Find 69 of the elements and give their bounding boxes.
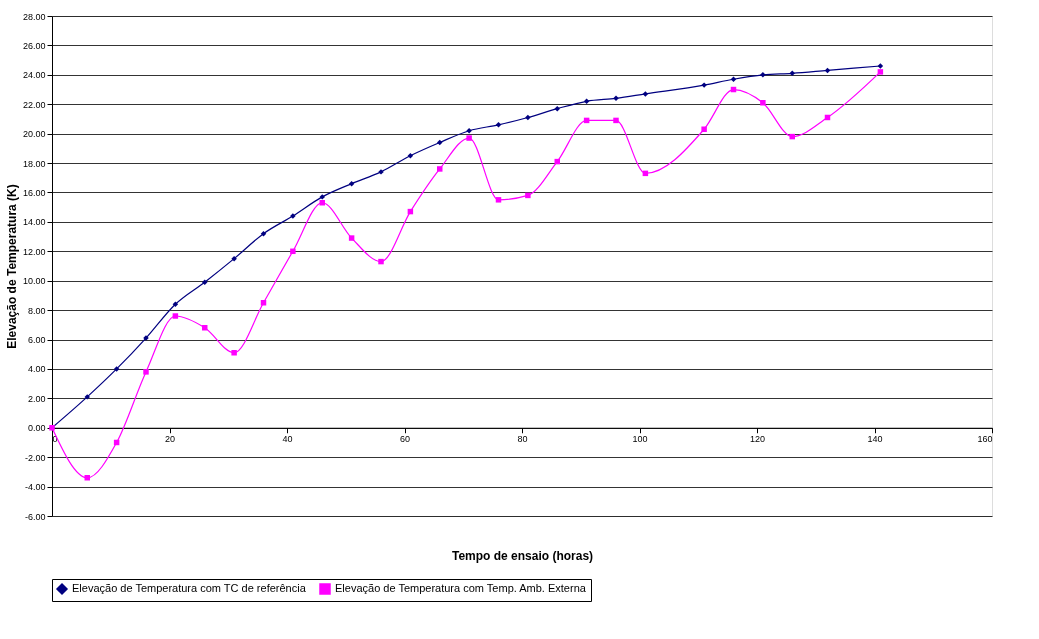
x-tick-label: 40 [282, 434, 293, 445]
point [877, 69, 884, 75]
point [583, 98, 590, 105]
point [113, 366, 120, 372]
y-tick-label: 12.00 [22, 246, 46, 257]
point [202, 279, 208, 285]
y-tick-label: 2.00 [27, 393, 46, 404]
y-axis-title: Elevação de Temperatura (K) [4, 184, 19, 349]
point [407, 152, 414, 159]
x-tick-label: 0 [52, 434, 58, 445]
point [525, 192, 531, 199]
point [260, 300, 267, 306]
point [290, 248, 296, 255]
x-tick-label: 120 [749, 434, 766, 445]
y-tick-label: 6.00 [27, 335, 46, 346]
point [378, 258, 384, 265]
point [348, 235, 355, 241]
point [730, 76, 737, 82]
legend-label: Elevação de Temperatura com Temp. Amb. Externa [335, 582, 587, 594]
point [202, 325, 208, 331]
point [760, 100, 766, 106]
y-tick-label: 4.00 [27, 364, 46, 375]
y-tick-label: 26.00 [22, 40, 46, 51]
x-axis-title: Tempo de ensaio (horas) [451, 548, 594, 563]
y-tick-label: 16.00 [22, 187, 46, 198]
point [231, 350, 237, 356]
point [495, 122, 502, 128]
point [760, 72, 766, 78]
point [466, 127, 472, 134]
y-tick-label: -2.00 [24, 452, 46, 463]
point [466, 135, 472, 141]
point [554, 105, 560, 112]
y-tick-label: 22.00 [22, 99, 46, 110]
point [789, 70, 795, 77]
x-tick-label: 60 [399, 434, 411, 445]
point [877, 63, 884, 69]
x-tick-label: 100 [632, 434, 648, 445]
y-tick-label: -4.00 [24, 482, 46, 493]
point [319, 200, 325, 206]
legend-label: Elevação de Temperatura com TC de referência [72, 582, 307, 594]
point [84, 475, 90, 481]
y-tick-label: 14.00 [22, 217, 46, 228]
point [613, 117, 619, 124]
point [231, 255, 237, 262]
y-tick-label: 28.00 [22, 11, 46, 22]
x-tick-label: 80 [517, 434, 528, 445]
point [525, 114, 531, 121]
y-tick-label: 20.00 [22, 129, 46, 140]
point [172, 313, 179, 319]
point [348, 180, 355, 187]
point [701, 126, 707, 132]
point [319, 194, 325, 200]
point [642, 91, 649, 97]
point [437, 139, 443, 146]
x-tick-label: 140 [867, 434, 883, 445]
y-tick-label: -6.00 [24, 511, 46, 522]
y-tick-label: 0.00 [27, 423, 46, 434]
y-tick-label: 24.00 [22, 70, 46, 81]
x-tick-label: 160 [977, 434, 993, 445]
point [84, 394, 90, 400]
point [172, 301, 179, 307]
y-tick-label: 8.00 [27, 305, 46, 316]
x-tick-label: 20 [164, 434, 176, 445]
point [143, 369, 149, 375]
point [437, 166, 443, 172]
point [495, 197, 502, 203]
y-tick-label: 10.00 [22, 276, 46, 287]
y-tick-label: 18.00 [22, 158, 46, 169]
point [613, 95, 619, 102]
